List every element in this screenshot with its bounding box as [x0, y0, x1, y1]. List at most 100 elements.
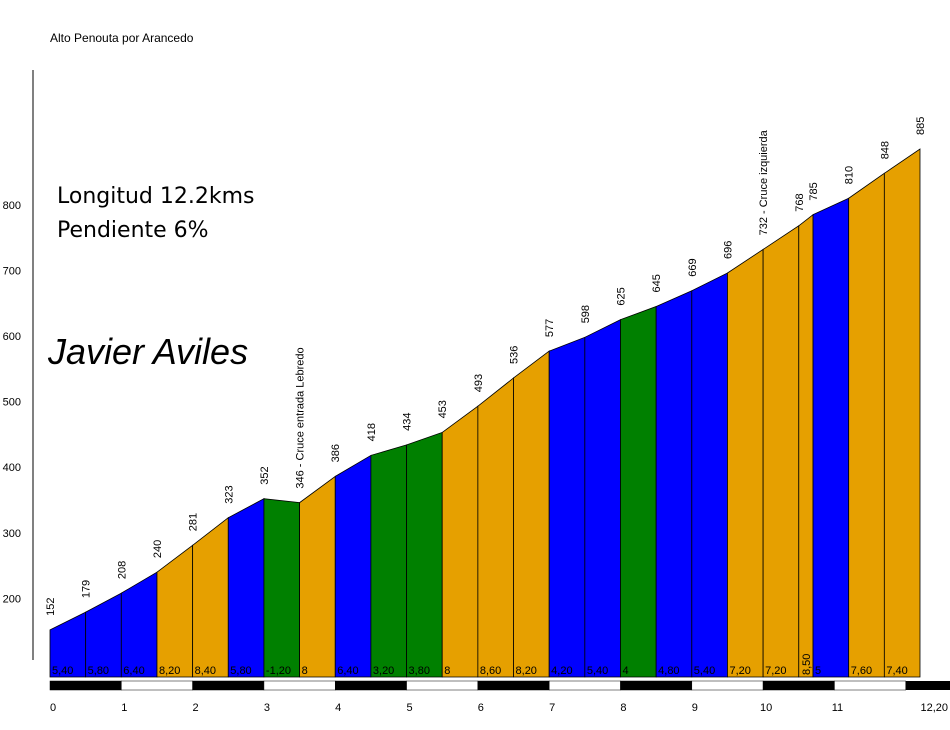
profile-segment-16 — [584, 318, 621, 678]
profile-segment-11 — [406, 431, 443, 678]
profile-segment-18 — [655, 290, 693, 678]
profile-segment-3 — [120, 571, 158, 678]
segment-grade-label-13: 8,60 — [480, 665, 501, 677]
profile-segment-15 — [548, 336, 586, 678]
segment-grade-label-4: 8,20 — [159, 665, 180, 677]
altitude-label-2: 179 — [81, 580, 93, 598]
km-bar-3 — [263, 680, 336, 691]
altitude-label-5: 281 — [188, 513, 200, 531]
altitude-label-11: 434 — [402, 413, 414, 431]
altitude-label-10: 418 — [366, 423, 378, 441]
profile-segment-4 — [156, 544, 194, 678]
km-bar-4 — [334, 680, 407, 691]
km-bar-8 — [620, 680, 693, 691]
x-tick-label-2: 2 — [193, 702, 199, 714]
info-box: Longitud 12.2kms Pendiente 6% — [57, 180, 255, 248]
profile-segment-10 — [370, 444, 407, 678]
x-tick-label-11: 11 — [832, 702, 843, 714]
altitude-label-23: 785 — [808, 182, 820, 200]
altitude-label-1: 152 — [45, 598, 57, 616]
segment-grade-label-15: 4,20 — [551, 665, 572, 677]
altitude-label-25: 848 — [879, 141, 891, 159]
profile-segment-25 — [883, 148, 921, 678]
km-bar-0 — [49, 680, 122, 691]
km-bar-1 — [121, 680, 193, 691]
altitude-label-21: 732 - Cruce izquierda — [758, 129, 770, 235]
x-tick-label-12,20: 12,20 — [920, 702, 948, 714]
segment-grade-label-1: 5,40 — [52, 665, 73, 677]
segment-grade-label-11: 3,80 — [409, 665, 430, 677]
profile-segment-17 — [620, 305, 657, 678]
x-tick-label-8: 8 — [620, 702, 626, 714]
segment-grade-label-18: 4,80 — [658, 665, 679, 677]
profile-segment-9 — [334, 454, 372, 678]
y-tick-label-700: 700 — [3, 265, 21, 277]
segment-grade-label-22: 8,50 — [801, 654, 813, 675]
km-bar-6 — [477, 680, 550, 691]
segment-grade-label-6: 5,80 — [230, 665, 251, 677]
altitude-label-26: 885 — [915, 117, 927, 135]
y-tick-label-400: 400 — [3, 462, 21, 474]
km-bar-2 — [192, 680, 265, 691]
x-tick-label-1: 1 — [121, 702, 127, 714]
segment-grade-label-19: 5,40 — [694, 665, 715, 677]
segment-grade-label-24: 7,60 — [851, 665, 872, 677]
altitude-label-9: 386 — [330, 444, 342, 462]
segment-grade-label-5: 8,40 — [195, 665, 216, 677]
segment-grade-label-12: 8 — [444, 665, 450, 677]
profile-segment-5 — [192, 516, 229, 678]
length-text: Longitud 12.2kms — [57, 184, 255, 209]
profile-segment-6 — [227, 498, 265, 678]
segment-grade-label-14: 8,20 — [516, 665, 537, 677]
segment-grade-label-20: 7,20 — [729, 665, 750, 677]
x-tick-label-10: 10 — [760, 702, 772, 714]
x-tick-label-4: 4 — [335, 702, 341, 714]
y-tick-label-200: 200 — [3, 593, 21, 605]
segment-grade-label-3: 6,40 — [123, 665, 144, 677]
altitude-label-12: 453 — [437, 400, 449, 418]
altitude-label-17: 625 — [615, 287, 627, 305]
x-tick-label-5: 5 — [406, 702, 412, 714]
altitude-label-18: 645 — [651, 274, 663, 292]
altitude-label-22: 768 — [794, 193, 806, 211]
altitude-label-7: 352 — [259, 466, 271, 484]
x-tick-label-0: 0 — [50, 702, 56, 714]
segment-grade-label-21: 7,20 — [765, 665, 786, 677]
y-tick-label-600: 600 — [3, 331, 21, 343]
km-bar-end — [905, 681, 950, 690]
gradient-text: Pendiente 6% — [57, 218, 209, 243]
altitude-label-20: 696 — [722, 241, 734, 259]
km-bar-9 — [691, 680, 764, 691]
segment-grade-label-23: 5 — [815, 665, 821, 677]
y-tick-label-800: 800 — [3, 200, 21, 212]
km-bar-11 — [834, 680, 906, 691]
km-bar-10 — [762, 680, 835, 691]
profile-segment-14 — [513, 350, 550, 678]
profile-segment-7 — [263, 498, 300, 678]
segment-grade-label-16: 5,40 — [587, 665, 608, 677]
x-tick-label-9: 9 — [692, 702, 698, 714]
profile-segment-19 — [691, 272, 728, 678]
segment-grade-label-7: -1,20 — [266, 665, 291, 677]
altitude-label-16: 598 — [580, 305, 592, 323]
profile-segment-12 — [441, 405, 479, 678]
km-bar-5 — [406, 680, 479, 691]
y-tick-label-500: 500 — [3, 397, 21, 409]
segment-grade-label-8: 8 — [302, 665, 308, 677]
profile-segment-21 — [762, 225, 800, 678]
x-tick-label-3: 3 — [264, 702, 270, 714]
segment-grade-label-9: 6,40 — [337, 665, 358, 677]
profile-segment-8 — [299, 475, 336, 678]
profile-segment-24 — [848, 172, 885, 678]
altitude-label-8: 346 - Cruce entrada Lebredo — [295, 347, 307, 488]
altitude-label-6: 323 — [223, 485, 235, 503]
segment-grade-label-17: 4 — [622, 665, 628, 677]
profile-segment-13 — [477, 377, 514, 678]
segment-grade-label-10: 3,20 — [373, 665, 394, 677]
x-tick-label-7: 7 — [549, 702, 555, 714]
altitude-label-14: 536 — [509, 346, 521, 364]
profile-segment-20 — [727, 248, 764, 678]
segment-grade-label-25: 7,40 — [886, 665, 907, 677]
altitude-label-19: 669 — [687, 258, 699, 276]
